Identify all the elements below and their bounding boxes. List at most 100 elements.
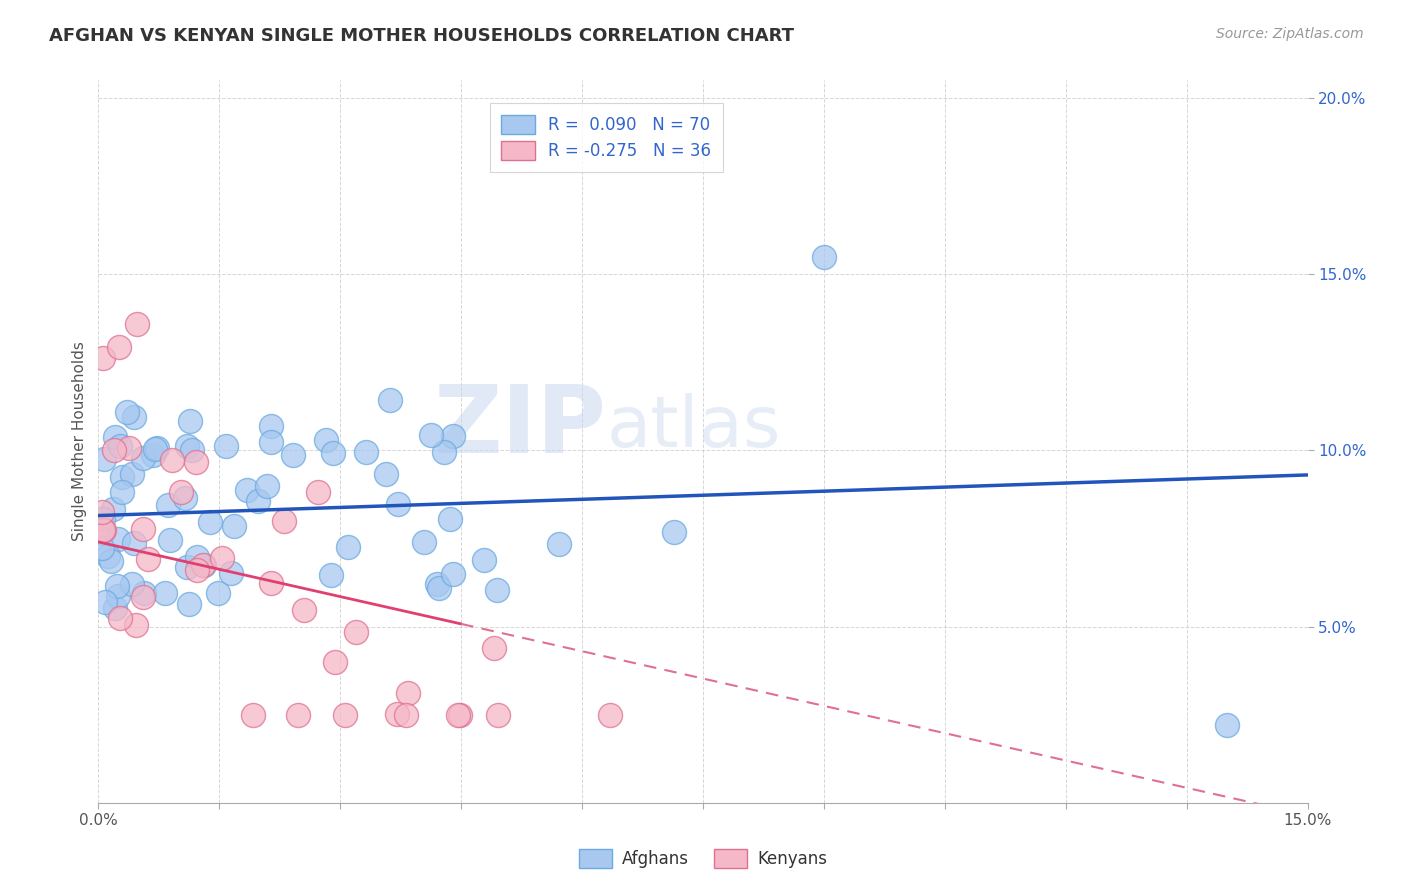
- Point: [108, 439, 131, 453]
- Point: [132, 590, 155, 604]
- Point: [122, 410, 145, 425]
- Point: [427, 581, 450, 595]
- Point: [193, 558, 215, 572]
- Point: [664, 525, 686, 540]
- Point: [548, 537, 571, 551]
- Point: [91, 523, 114, 537]
- Point: [413, 535, 436, 549]
- Point: [281, 448, 304, 462]
- Point: [176, 560, 198, 574]
- Point: [160, 453, 183, 467]
- Point: [193, 558, 215, 572]
- Point: [103, 443, 125, 458]
- Point: [159, 533, 181, 548]
- Point: [101, 502, 124, 516]
- Point: [426, 577, 449, 591]
- Point: [198, 515, 221, 529]
- Point: [91, 526, 114, 541]
- Point: [177, 597, 200, 611]
- Point: [170, 484, 193, 499]
- Point: [157, 498, 180, 512]
- Point: [322, 446, 344, 460]
- Point: [449, 707, 471, 722]
- Point: [93, 452, 115, 467]
- Point: [110, 610, 132, 624]
- Point: [346, 625, 368, 640]
- Text: atlas: atlas: [606, 392, 780, 461]
- Point: [433, 445, 456, 459]
- Point: [319, 567, 342, 582]
- Point: [179, 414, 201, 428]
- Point: [124, 618, 146, 632]
- Point: [104, 429, 127, 443]
- Point: [441, 429, 464, 443]
- Point: [97, 549, 120, 564]
- Point: [447, 707, 470, 722]
- Point: [813, 250, 835, 264]
- Point: [378, 393, 401, 408]
- Point: [110, 470, 132, 484]
- Point: [396, 686, 419, 700]
- Point: [260, 435, 283, 450]
- Point: [107, 589, 129, 603]
- Point: [256, 479, 278, 493]
- Point: [287, 707, 309, 722]
- Point: [292, 603, 315, 617]
- Point: [207, 586, 229, 600]
- Point: [482, 640, 505, 655]
- Point: [1216, 718, 1239, 732]
- Point: [325, 655, 347, 669]
- Point: [180, 443, 202, 458]
- Point: [91, 351, 114, 366]
- Point: [91, 511, 114, 525]
- Text: ZIP: ZIP: [433, 381, 606, 473]
- Point: [420, 428, 443, 442]
- Point: [443, 567, 465, 582]
- Point: [153, 585, 176, 599]
- Point: [375, 467, 398, 482]
- Legend: R =  0.090   N = 70, R = -0.275   N = 36: R = 0.090 N = 70, R = -0.275 N = 36: [489, 103, 723, 171]
- Point: [224, 519, 246, 533]
- Point: [242, 707, 264, 722]
- Point: [91, 505, 114, 519]
- Point: [121, 467, 143, 482]
- Point: [599, 707, 621, 722]
- Point: [117, 405, 139, 419]
- Point: [315, 433, 337, 447]
- Point: [395, 707, 418, 722]
- Point: [387, 706, 409, 721]
- Point: [122, 536, 145, 550]
- Point: [143, 442, 166, 457]
- Point: [100, 553, 122, 567]
- Point: [488, 707, 510, 722]
- Point: [176, 439, 198, 453]
- Point: [94, 595, 117, 609]
- Point: [105, 579, 128, 593]
- Point: [354, 445, 377, 459]
- Point: [132, 522, 155, 536]
- Point: [121, 576, 143, 591]
- Point: [336, 541, 359, 555]
- Point: [142, 448, 165, 462]
- Point: [132, 586, 155, 600]
- Point: [236, 483, 259, 498]
- Point: [136, 551, 159, 566]
- Point: [211, 550, 233, 565]
- Point: [215, 439, 238, 453]
- Point: [184, 455, 207, 469]
- Text: Source: ZipAtlas.com: Source: ZipAtlas.com: [1216, 27, 1364, 41]
- Point: [186, 563, 208, 577]
- Point: [107, 340, 129, 354]
- Point: [111, 484, 134, 499]
- Point: [307, 485, 329, 500]
- Point: [333, 707, 356, 722]
- Point: [174, 491, 197, 506]
- Point: [219, 566, 242, 580]
- Point: [186, 550, 208, 565]
- Point: [91, 541, 114, 555]
- Point: [260, 419, 283, 434]
- Point: [118, 442, 141, 456]
- Point: [127, 317, 149, 331]
- Point: [104, 600, 127, 615]
- Text: AFGHAN VS KENYAN SINGLE MOTHER HOUSEHOLDS CORRELATION CHART: AFGHAN VS KENYAN SINGLE MOTHER HOUSEHOLD…: [49, 27, 794, 45]
